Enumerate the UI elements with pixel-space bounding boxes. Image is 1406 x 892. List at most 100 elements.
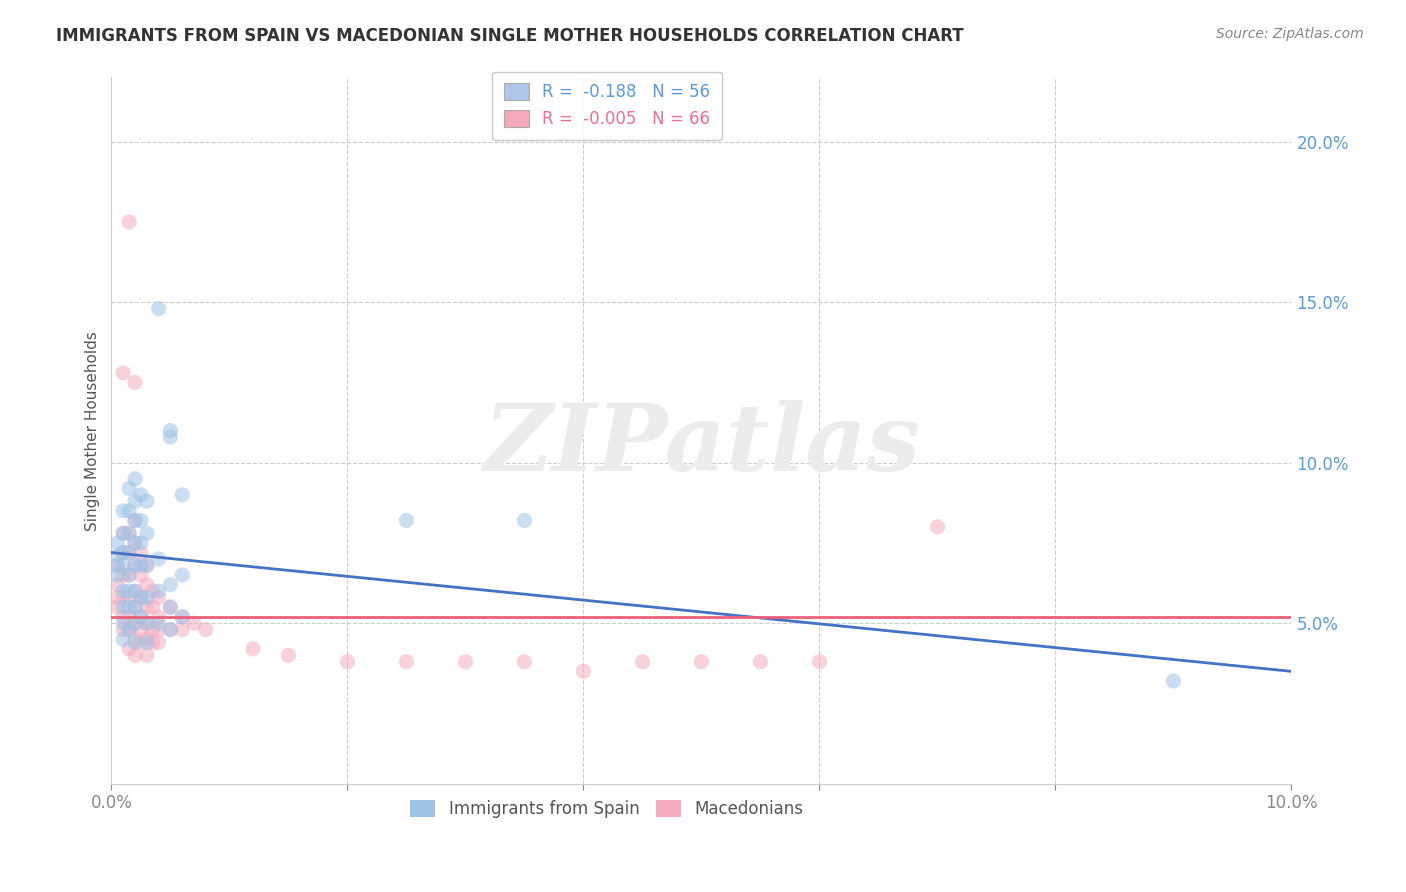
Point <box>242 641 264 656</box>
Point <box>135 558 157 573</box>
Point <box>148 584 170 599</box>
Point <box>142 584 165 599</box>
Point <box>129 635 152 649</box>
Point <box>124 472 146 486</box>
Point <box>118 584 141 599</box>
Point <box>105 549 128 563</box>
Point <box>124 584 146 599</box>
Point <box>124 558 146 573</box>
Point <box>749 655 772 669</box>
Point <box>572 665 595 679</box>
Point <box>112 504 135 518</box>
Point <box>105 600 128 615</box>
Point <box>112 616 135 631</box>
Point <box>395 513 418 527</box>
Point <box>105 558 128 573</box>
Point <box>808 655 831 669</box>
Point <box>118 545 141 559</box>
Point <box>172 568 194 582</box>
Point <box>105 558 128 573</box>
Point <box>112 591 135 605</box>
Text: IMMIGRANTS FROM SPAIN VS MACEDONIAN SINGLE MOTHER HOUSEHOLDS CORRELATION CHART: IMMIGRANTS FROM SPAIN VS MACEDONIAN SING… <box>56 27 965 45</box>
Point <box>129 488 152 502</box>
Point <box>112 558 135 573</box>
Point <box>112 623 135 637</box>
Point <box>124 513 146 527</box>
Point <box>118 482 141 496</box>
Point <box>118 609 141 624</box>
Point <box>135 616 157 631</box>
Point <box>124 635 146 649</box>
Point <box>135 635 157 649</box>
Point <box>513 513 536 527</box>
Point <box>194 623 217 637</box>
Point <box>135 577 157 591</box>
Point <box>124 648 146 663</box>
Point <box>135 616 157 631</box>
Point <box>129 591 152 605</box>
Point <box>105 568 128 582</box>
Point <box>927 520 949 534</box>
Point <box>148 635 170 649</box>
Point <box>135 558 157 573</box>
Point <box>148 301 170 316</box>
Point <box>118 526 141 541</box>
Point <box>159 600 181 615</box>
Point <box>135 648 157 663</box>
Point <box>124 536 146 550</box>
Point <box>105 577 128 591</box>
Point <box>142 635 165 649</box>
Point <box>129 609 152 624</box>
Point <box>124 513 146 527</box>
Point <box>135 526 157 541</box>
Point <box>112 584 135 599</box>
Point <box>1163 673 1185 688</box>
Y-axis label: Single Mother Households: Single Mother Households <box>86 331 100 531</box>
Point <box>148 609 170 624</box>
Point <box>129 536 152 550</box>
Point <box>124 584 146 599</box>
Point <box>148 591 170 605</box>
Point <box>112 366 135 380</box>
Point <box>129 568 152 582</box>
Point <box>112 526 135 541</box>
Point <box>124 494 146 508</box>
Point <box>395 655 418 669</box>
Point <box>129 591 152 605</box>
Point <box>135 600 157 615</box>
Point <box>148 623 170 637</box>
Point <box>118 591 141 605</box>
Point <box>124 616 146 631</box>
Text: ZIPatlas: ZIPatlas <box>482 400 920 490</box>
Point <box>118 641 141 656</box>
Point <box>172 609 194 624</box>
Point <box>112 568 135 582</box>
Point <box>124 616 146 631</box>
Point <box>159 424 181 438</box>
Point <box>135 494 157 508</box>
Point <box>118 215 141 229</box>
Point <box>112 609 135 624</box>
Legend: Immigrants from Spain, Macedonians: Immigrants from Spain, Macedonians <box>404 793 810 825</box>
Point <box>112 600 135 615</box>
Point <box>690 655 713 669</box>
Point <box>112 545 135 559</box>
Point <box>124 536 146 550</box>
Point <box>105 591 128 605</box>
Point <box>631 655 654 669</box>
Point <box>129 513 152 527</box>
Point <box>183 616 205 631</box>
Text: Source: ZipAtlas.com: Source: ZipAtlas.com <box>1216 27 1364 41</box>
Point <box>118 545 141 559</box>
Point <box>112 545 135 559</box>
Point <box>135 591 157 605</box>
Point <box>148 616 170 631</box>
Point <box>118 623 141 637</box>
Point <box>124 558 146 573</box>
Point <box>124 600 146 615</box>
Point <box>159 430 181 444</box>
Point <box>172 488 194 502</box>
Point <box>142 600 165 615</box>
Point <box>112 632 135 647</box>
Point <box>129 623 152 637</box>
